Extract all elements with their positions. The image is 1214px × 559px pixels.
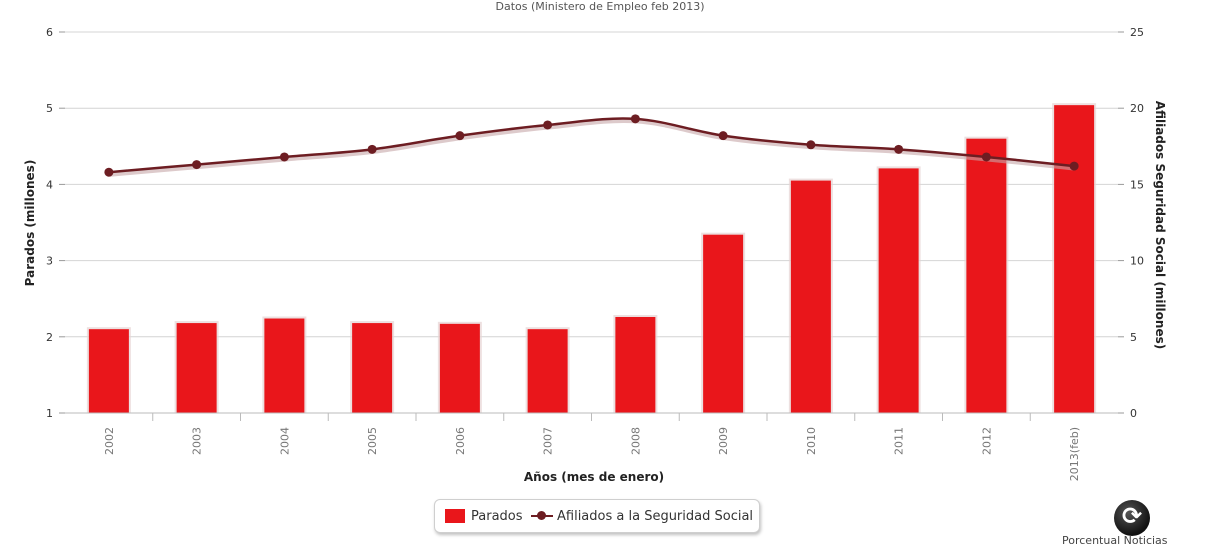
line-point bbox=[543, 120, 553, 130]
x-tick-label: 2009 bbox=[717, 427, 730, 455]
legend-label-afiliados: Afiliados a la Seguridad Social bbox=[557, 508, 754, 524]
legend-item-afiliados[interactable]: Afiliados a la Seguridad Social bbox=[531, 500, 753, 532]
axes: 1 2 3 4 5 6 0 5 10 15 20 25 2002 2003 2004 2005 2006 2007… bbox=[46, 26, 1144, 481]
bar bbox=[439, 323, 480, 413]
y-right-tick-label: 20 bbox=[1130, 102, 1144, 115]
bar bbox=[527, 329, 568, 413]
line-point bbox=[1069, 161, 1079, 171]
y-left-tick-label: 1 bbox=[46, 407, 53, 420]
y-right-tick-label: 5 bbox=[1130, 331, 1137, 344]
y-left-tick-label: 4 bbox=[46, 178, 53, 191]
x-tick-label: 2008 bbox=[629, 427, 642, 455]
y-left-tick-label: 6 bbox=[46, 26, 53, 39]
x-tick-label: 2012 bbox=[980, 427, 993, 455]
x-tick-label: 2002 bbox=[103, 427, 116, 455]
y-left-tick-label: 3 bbox=[46, 255, 53, 268]
bar bbox=[88, 329, 129, 413]
y-right-tick-label: 0 bbox=[1130, 407, 1137, 420]
legend-swatch-bar bbox=[445, 509, 465, 523]
x-tick-label: 2011 bbox=[893, 427, 906, 455]
y-left-tick-label: 2 bbox=[46, 331, 53, 344]
y-axis-left-label: Parados (millones) bbox=[23, 160, 37, 287]
line-point bbox=[981, 152, 991, 162]
legend-swatch-line bbox=[531, 510, 553, 522]
x-tick-label: 2004 bbox=[278, 427, 291, 455]
bar bbox=[1054, 105, 1095, 413]
line-point bbox=[718, 131, 728, 141]
x-axis-label: Años (mes de enero) bbox=[524, 470, 664, 484]
y-right-tick-label: 10 bbox=[1130, 255, 1144, 268]
bar-series-parados bbox=[86, 103, 1097, 413]
line-point bbox=[279, 152, 289, 162]
y-axis-right-label: Afiliados Seguridad Social (millones) bbox=[1153, 101, 1167, 349]
legend-item-parados[interactable]: Parados bbox=[445, 500, 523, 532]
bar bbox=[264, 318, 305, 413]
gridlines bbox=[65, 31, 1118, 414]
legend-label-parados: Parados bbox=[471, 508, 523, 524]
line-point bbox=[630, 114, 640, 124]
x-tick-label: 2013(feb) bbox=[1068, 427, 1081, 481]
line-point bbox=[894, 144, 904, 154]
bar bbox=[966, 138, 1007, 413]
y-right-tick-label: 25 bbox=[1130, 26, 1144, 39]
line-point bbox=[104, 167, 114, 177]
chart-subtitle: Datos (Ministero de Empleo feb 2013) bbox=[495, 0, 705, 13]
line-point bbox=[455, 131, 465, 141]
series-line bbox=[108, 117, 1075, 174]
legend: Parados Afiliados a la Seguridad Social bbox=[434, 499, 760, 533]
bar bbox=[352, 323, 393, 413]
bar bbox=[703, 234, 744, 413]
line-point bbox=[367, 144, 377, 154]
x-tick-label: 2007 bbox=[542, 427, 555, 455]
x-tick-label: 2010 bbox=[805, 427, 818, 455]
line-series-afiliados bbox=[104, 114, 1079, 177]
bar bbox=[176, 323, 217, 413]
line-shadow bbox=[109, 118, 1076, 177]
y-left-tick-label: 5 bbox=[46, 102, 53, 115]
x-tick-label: 2005 bbox=[366, 427, 379, 455]
credit-text: Porcentual Noticias bbox=[1062, 534, 1168, 547]
y-right-tick-label: 15 bbox=[1130, 178, 1144, 191]
bar bbox=[615, 316, 656, 413]
line-point bbox=[192, 160, 202, 170]
bar bbox=[878, 168, 919, 413]
x-tick-label: 2003 bbox=[191, 427, 204, 455]
x-tick-label: 2006 bbox=[454, 427, 467, 455]
bar bbox=[790, 180, 831, 413]
line-point bbox=[806, 140, 816, 150]
refresh-logo-icon bbox=[1114, 500, 1150, 536]
